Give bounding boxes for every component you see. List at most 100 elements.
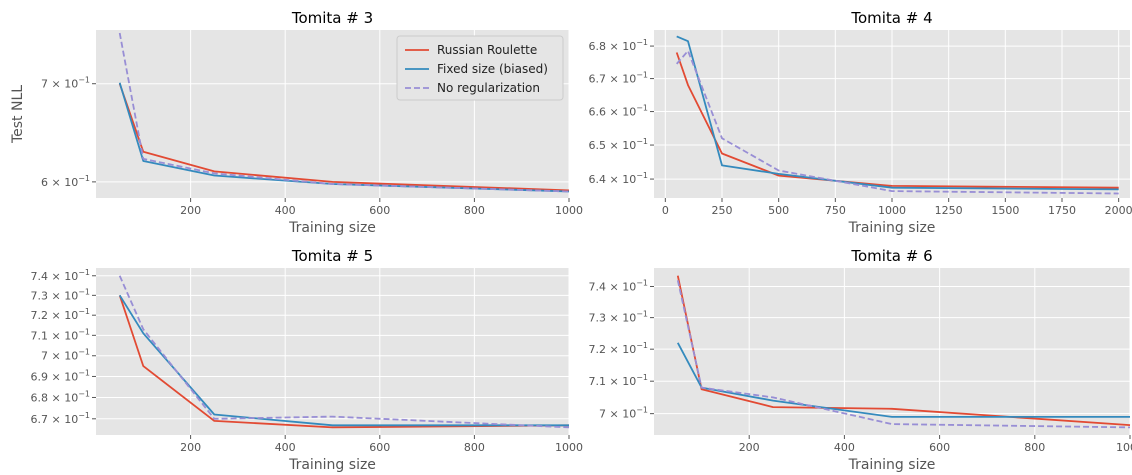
plot-area <box>96 268 569 435</box>
y-tick-label: 6.7 × 10−1 <box>31 411 91 426</box>
y-tick-label-exponent: −1 <box>78 287 90 296</box>
y-tick-label-base: 7.1 × 10 <box>589 375 637 388</box>
y-tick-label: 6.9 × 10−1 <box>31 368 91 383</box>
x-tick-label: 600 <box>929 441 950 454</box>
x-tick-label: 1000 <box>878 204 906 217</box>
x-tick-label: 2000 <box>1105 204 1132 217</box>
series-line-no-regularization <box>676 280 1131 429</box>
x-tick-label: 400 <box>275 204 296 217</box>
y-tick-label: 6.8 × 10−1 <box>31 389 91 404</box>
y-tick-label: 7.3 × 10−1 <box>31 287 91 302</box>
y-tick-label-exponent: −1 <box>636 278 648 287</box>
legend-label: No regularization <box>437 81 540 95</box>
y-tick-label-base: 6.7 × 10 <box>589 73 637 86</box>
x-tick-label: 200 <box>180 441 201 454</box>
y-tick-label: 6.4 × 10−1 <box>589 171 649 186</box>
chart-title: Tomita # 6 <box>850 247 932 265</box>
y-tick-label-exponent: −1 <box>636 171 648 180</box>
y-tick-label: 7.2 × 10−1 <box>589 341 649 356</box>
y-tick-label-base: 6.8 × 10 <box>31 391 79 404</box>
series-line-no-regularization <box>118 32 570 193</box>
series-line-no-regularization <box>118 275 570 429</box>
y-tick-label: 6.8 × 10−1 <box>589 38 649 53</box>
x-tick-label: 200 <box>180 204 201 217</box>
series-line-fixed-size-biased <box>118 294 569 427</box>
x-tick-label: 1000 <box>1116 441 1132 454</box>
y-tick-label-base: 6.4 × 10 <box>589 173 637 186</box>
x-tick-label: 600 <box>369 441 390 454</box>
y-tick-label-exponent: −1 <box>78 268 90 277</box>
y-tick-label-exponent: −1 <box>78 76 90 85</box>
y-tick-label: 7.3 × 10−1 <box>589 310 649 325</box>
x-axis-label: Training size <box>848 457 936 473</box>
y-tick-label-exponent: −1 <box>78 368 90 377</box>
y-tick-label-base: 7.2 × 10 <box>589 343 637 356</box>
y-tick-label-exponent: −1 <box>636 406 648 415</box>
x-axis-label: Training size <box>288 220 376 236</box>
y-tick-label-exponent: −1 <box>636 341 648 350</box>
series-line-russian-roulette <box>675 52 1119 189</box>
y-tick-label-base: 7 × 10 <box>41 78 78 91</box>
y-tick-label-base: 6.9 × 10 <box>31 370 79 383</box>
y-tick-label-exponent: −1 <box>78 411 90 420</box>
chart-title: Tomita # 4 <box>850 9 932 27</box>
series-line-fixed-size-biased <box>677 342 1130 418</box>
y-tick-label-base: 7.4 × 10 <box>31 270 79 283</box>
series-line-russian-roulette <box>118 295 570 429</box>
y-tick-label-base: 6.8 × 10 <box>589 40 637 53</box>
y-tick-label: 7.4 × 10−1 <box>31 268 91 283</box>
y-tick-label-base: 6.5 × 10 <box>589 139 637 152</box>
y-tick-label: 7.4 × 10−1 <box>589 278 649 293</box>
panel-4: 20040060080010007 × 10−17.1 × 10−17.2 × … <box>589 247 1132 473</box>
y-tick-label-base: 7.2 × 10 <box>31 309 79 322</box>
y-tick-label: 7.2 × 10−1 <box>31 307 91 322</box>
y-tick-label: 6.7 × 10−1 <box>589 71 649 86</box>
x-axis-label: Training size <box>848 220 936 236</box>
y-tick-label: 7.1 × 10−1 <box>589 373 649 388</box>
y-tick-label: 6 × 10−1 <box>41 174 90 189</box>
x-tick-label: 400 <box>834 441 855 454</box>
y-tick-label-exponent: −1 <box>78 348 90 357</box>
plot-area <box>654 268 1130 435</box>
x-tick-label: 750 <box>825 204 846 217</box>
x-tick-label: 800 <box>464 441 485 454</box>
legend-label: Fixed size (biased) <box>437 62 548 76</box>
y-tick-label-exponent: −1 <box>78 174 90 183</box>
y-tick-label-exponent: −1 <box>636 38 648 47</box>
y-tick-label: 7 × 10−1 <box>41 348 90 363</box>
y-tick-label-exponent: −1 <box>78 307 90 316</box>
y-tick-label-exponent: −1 <box>636 310 648 319</box>
y-tick-label-exponent: −1 <box>636 104 648 113</box>
x-tick-label: 600 <box>369 204 390 217</box>
y-tick-label-base: 7 × 10 <box>599 408 636 421</box>
y-tick-label-base: 7.3 × 10 <box>31 289 79 302</box>
y-tick-label-base: 6.7 × 10 <box>31 413 79 426</box>
x-tick-label: 500 <box>768 204 789 217</box>
x-tick-label: 1000 <box>555 441 583 454</box>
x-tick-label: 400 <box>275 441 296 454</box>
chart-title: Tomita # 3 <box>291 9 373 27</box>
series-line-russian-roulette <box>118 83 570 192</box>
y-tick-label-exponent: −1 <box>636 137 648 146</box>
y-tick-label-exponent: −1 <box>636 373 648 382</box>
y-tick-label: 7 × 10−1 <box>41 76 90 91</box>
series-line-no-regularization <box>676 50 1119 195</box>
x-tick-label: 800 <box>464 204 485 217</box>
y-tick-label-base: 7.1 × 10 <box>31 329 79 342</box>
x-tick-label: 200 <box>739 441 760 454</box>
x-tick-label: 0 <box>662 204 669 217</box>
series-line-fixed-size-biased <box>676 35 1119 191</box>
x-tick-label: 250 <box>712 204 733 217</box>
y-tick-label: 6.5 × 10−1 <box>589 137 649 152</box>
y-tick-label-base: 7.3 × 10 <box>589 312 637 325</box>
y-tick-label-exponent: −1 <box>78 327 90 336</box>
x-tick-label: 800 <box>1024 441 1045 454</box>
chart-title: Tomita # 5 <box>291 247 373 265</box>
y-tick-label-exponent: −1 <box>636 71 648 80</box>
x-axis-label: Training size <box>288 457 376 473</box>
legend: Russian Roulette Fixed size (biased) No re… <box>396 35 564 101</box>
y-tick-label: 7.1 × 10−1 <box>31 327 91 342</box>
